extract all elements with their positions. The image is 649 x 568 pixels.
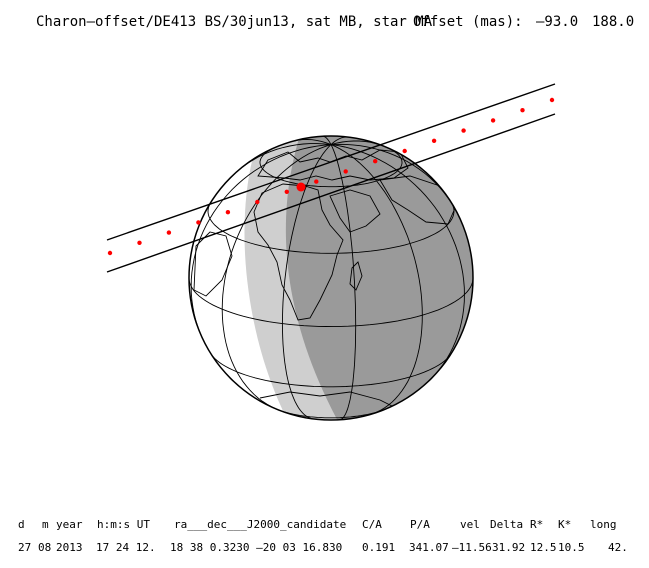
track-point [196,220,201,225]
header-k-star: K* [558,518,572,531]
track-point [402,148,407,154]
meridian-line [330,144,423,415]
header-ca: C/A [362,518,382,531]
parallel-line [189,278,473,328]
value-long: 42. [608,541,628,554]
parallel-line [210,353,451,388]
track-point [137,240,142,245]
value-k-star: 10.5 [558,541,585,554]
value-vel: –11.56 [452,541,492,554]
header-r-star: R* [530,518,544,531]
meridian-line [190,144,332,341]
header-month: m [42,518,49,531]
track-point [461,128,466,133]
track-point [490,118,496,123]
night-side [285,136,473,420]
track-point [373,159,378,164]
value-coordinates: 18 38 0.3230 –20 03 16.830 [170,541,343,554]
asia-coastline [379,175,457,225]
south-america-coastline [193,231,233,297]
value-delta: 31.92 [492,541,526,554]
globe [188,135,474,421]
track-point [343,169,348,174]
parallel-line [259,147,403,188]
globe-outline [188,135,474,421]
track-point [549,97,555,103]
path-limit-south [106,113,556,273]
closest-approach-point [296,182,306,192]
africa-coastline [253,183,344,321]
meridian-line [221,144,332,410]
track-point [255,199,260,205]
antarctica-coastline [259,391,401,411]
offset-value-ra: –93.0 [536,14,579,30]
coastlines [193,149,457,411]
offset-value-dec: 188.0 [592,14,635,30]
madagascar-coastline [349,261,363,291]
track-point [520,108,525,113]
parallel-line [207,203,455,254]
header-delta: Delta [490,518,524,531]
value-month: 08 [38,541,52,554]
value-ca: 0.191 [362,541,396,554]
track-point [431,138,437,143]
header-day: d [18,518,25,531]
occultation-path [106,83,556,273]
value-year: 2013 [56,541,83,554]
value-time: 17 24 12. [96,541,156,554]
track-point [284,189,289,194]
header-time: h:m:s UT [97,518,150,531]
value-pa: 341.07 [409,541,449,554]
value-r-star: 12.5 [530,541,557,554]
arabia-coastline [329,189,381,233]
meridian-line [330,144,465,380]
path-limit-north [106,83,556,241]
meridian-line [281,144,332,419]
header-pa: P/A [410,518,430,531]
track-point [107,250,113,256]
header-vel: vel [460,518,480,531]
header-long: long [590,518,617,531]
track-point [314,179,319,184]
value-day: 27 [18,541,32,554]
track-point [166,230,172,235]
header-year: year [56,518,83,531]
plot-title: Charon–offset/DE413 BS/30jun13, sat MB, … [36,14,433,30]
header-coordinates: ra___dec___J2000_candidate [174,518,347,531]
offset-label: Offset (mas): [413,14,523,30]
track-point [225,210,231,215]
meridian-line [330,144,357,420]
